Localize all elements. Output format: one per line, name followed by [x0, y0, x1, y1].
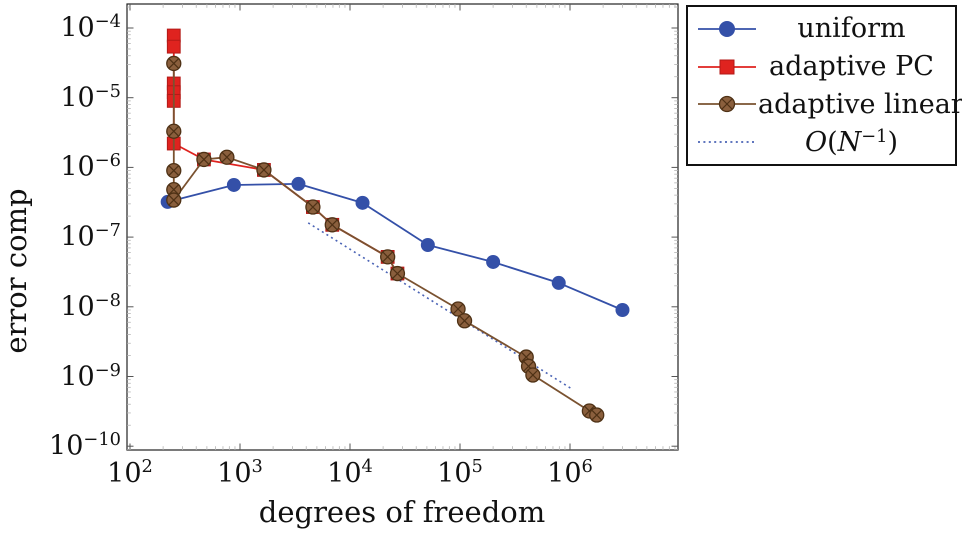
- y-tick-label-1e-6: 10−6: [60, 150, 121, 184]
- series-adaptive-linear-marker-cross: [523, 361, 534, 372]
- series-adaptive-linear-marker-cross: [258, 164, 270, 176]
- x-tick-label-1e6: 106: [547, 456, 593, 489]
- legend-label-adaptive-linear: adaptive linear: [758, 88, 962, 120]
- legend-item-uniform: uniform: [696, 11, 945, 47]
- series-adaptive-linear-marker-cross: [168, 165, 179, 176]
- series-adaptive-pc-marker: [166, 39, 181, 54]
- plot-border: [126, 3, 679, 451]
- legend-item-adaptive-pc: adaptive PC: [696, 49, 945, 85]
- series-adaptive-linear-marker-cross: [382, 251, 393, 263]
- legend-marker-adaptive-linear: [698, 96, 756, 113]
- legend: uniform adaptive PC adaptive linear O(N−1): [686, 5, 962, 166]
- legend-item-adaptive-linear: adaptive linear: [696, 86, 962, 122]
- series-adaptive-linear-marker-cross: [198, 154, 210, 165]
- y-tick-label-1e-9: 10−9: [60, 359, 121, 393]
- series-uniform-line: [167, 182, 623, 311]
- series-uniform-marker: [615, 302, 630, 317]
- series-adaptive-linear-marker-cross: [584, 405, 595, 417]
- series-uniform-marker: [291, 176, 306, 191]
- series-adaptive-linear-marker-cross: [452, 303, 464, 315]
- x-axis-label: degrees of freedom: [258, 495, 546, 529]
- series-adaptive-linear-marker-cross: [521, 351, 532, 363]
- y-tick-label-1e-5: 10−5: [60, 80, 121, 114]
- legend-item-reference-line: O(N−1): [696, 124, 945, 160]
- series-uniform-marker: [420, 238, 435, 253]
- legend-marker-adaptive-pc: [698, 59, 756, 75]
- legend-label-reference-line: O(N−1): [804, 126, 899, 159]
- y-axis-label: error comp: [0, 188, 33, 354]
- series-adaptive-linear-marker-cross: [307, 201, 319, 213]
- series-uniform-marker: [226, 177, 241, 192]
- series-adaptive-linear-marker-cross: [168, 184, 179, 195]
- legend-marker-uniform: [698, 20, 756, 37]
- series-adaptive-linear-marker-cross: [527, 369, 539, 381]
- series-adaptive-linear-marker-cross: [459, 315, 470, 326]
- series-uniform-marker: [355, 195, 370, 210]
- legend-label-adaptive-pc: adaptive PC: [769, 51, 934, 83]
- series-uniform-marker: [551, 275, 566, 290]
- y-tick-label-1e-8: 10−8: [60, 289, 121, 323]
- legend-label-uniform: uniform: [797, 13, 906, 45]
- series-adaptive-linear-marker-cross: [168, 126, 179, 137]
- series-adaptive-linear-marker-cross: [168, 194, 179, 206]
- x-tick-label-1e3: 103: [217, 456, 263, 489]
- series-adaptive-linear-marker-cross: [221, 152, 233, 163]
- x-tick-label-1e5: 105: [437, 456, 483, 489]
- series-uniform-marker: [486, 254, 501, 269]
- series-adaptive-linear-marker-cross: [392, 268, 403, 279]
- series-adaptive-linear-marker-cross: [327, 219, 338, 231]
- y-tick-label-1e-7: 10−7: [60, 220, 121, 253]
- x-tick-label-1e2: 102: [107, 456, 153, 489]
- x-tick-label-1e4: 104: [327, 456, 373, 489]
- legend-marker-reference-line: [698, 141, 756, 144]
- series-adaptive-linear-marker-cross: [168, 58, 179, 69]
- series-adaptive-linear-marker-cross: [591, 409, 602, 421]
- y-tick-label-1e-4: 10−4: [60, 10, 121, 44]
- y-tick-label-1e-10: 10−10: [49, 429, 121, 462]
